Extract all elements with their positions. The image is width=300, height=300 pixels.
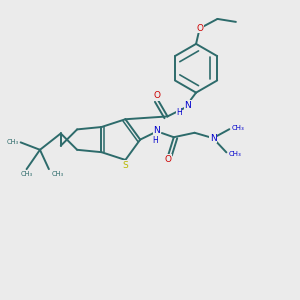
Text: O: O [153,92,160,100]
Text: O: O [165,155,172,164]
Text: H: H [152,136,158,145]
Text: CH₃: CH₃ [229,151,242,157]
Text: S: S [122,161,128,170]
Text: H: H [176,108,182,117]
Text: CH₃: CH₃ [20,172,33,178]
Text: N: N [184,100,191,109]
Text: N: N [153,126,160,135]
Text: CH₃: CH₃ [51,172,63,178]
Text: O: O [196,24,203,33]
Text: CH₃: CH₃ [232,125,244,131]
Text: CH₃: CH₃ [6,140,18,146]
Text: N: N [210,134,216,142]
